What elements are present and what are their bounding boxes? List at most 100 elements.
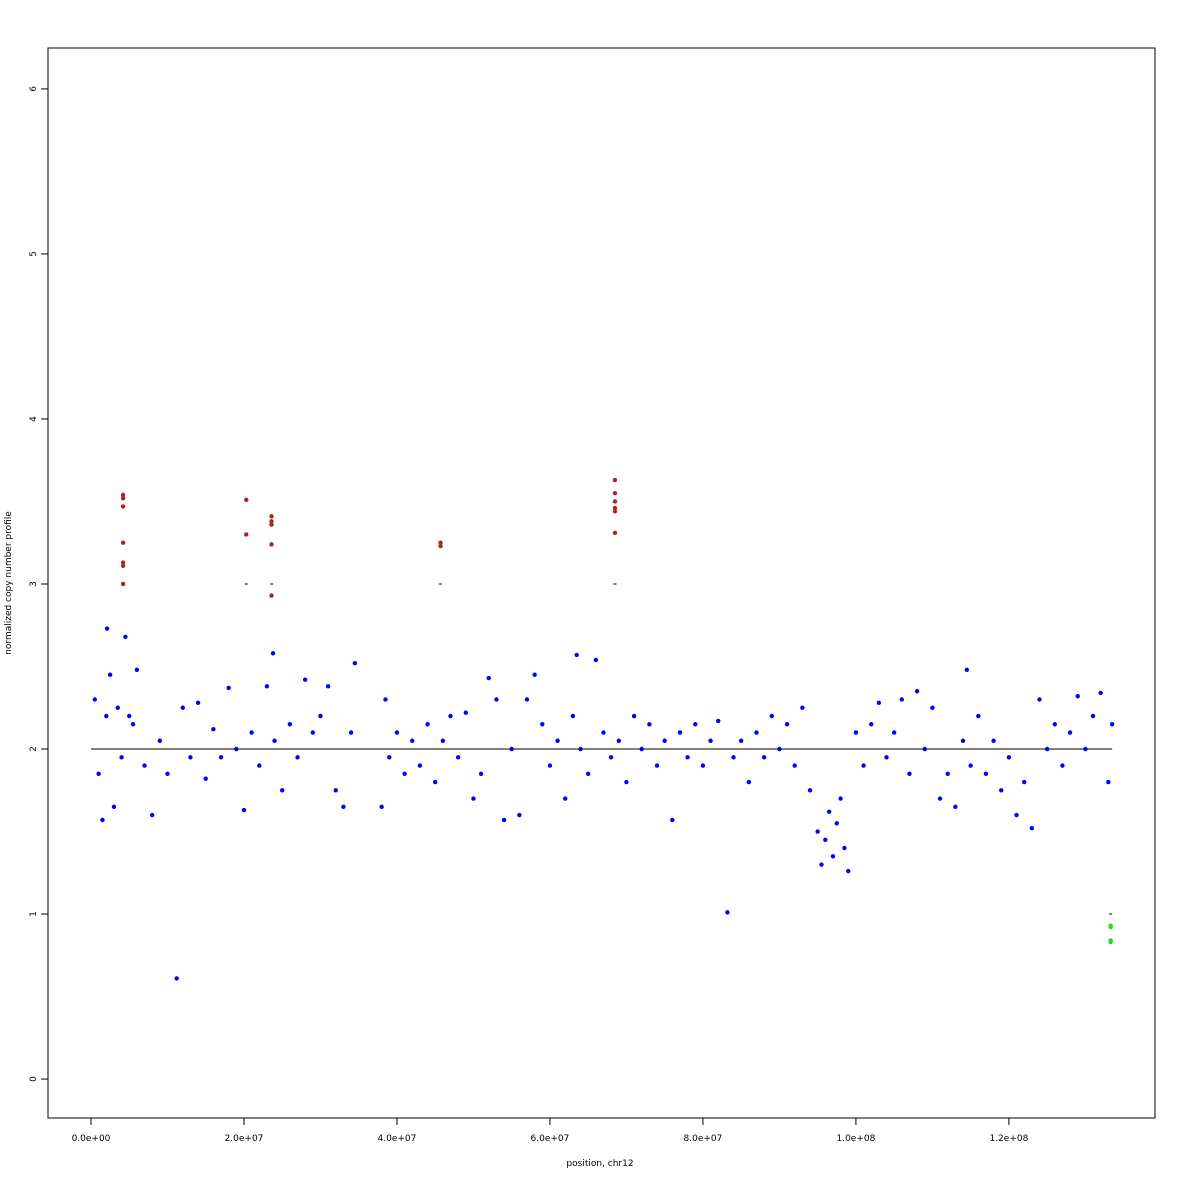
- data-point: [1006, 755, 1012, 760]
- data-point: [211, 727, 216, 732]
- data-point: [494, 697, 499, 702]
- data-point: [1083, 746, 1088, 752]
- data-point: [1060, 763, 1065, 768]
- y-tick-label: 2: [29, 746, 39, 752]
- data-point: [394, 730, 400, 735]
- data-point: [914, 689, 920, 694]
- data-point: [333, 788, 338, 793]
- data-point: [662, 738, 667, 743]
- data-point: [800, 705, 805, 710]
- data-point: [107, 672, 113, 677]
- data-point: [120, 540, 126, 545]
- data-point: [195, 700, 201, 706]
- data-point: [438, 540, 443, 545]
- data-point: [563, 796, 568, 801]
- data-point: [1108, 939, 1113, 945]
- y-tick-label: 6: [29, 86, 39, 92]
- data-point: [120, 563, 126, 569]
- data-point: [234, 746, 239, 752]
- data-point: [120, 492, 126, 498]
- data-point: [165, 771, 170, 776]
- data-point: [188, 755, 193, 760]
- data-point: [807, 788, 813, 793]
- data-point: [960, 738, 966, 743]
- data-point: [593, 657, 599, 663]
- data-point: [272, 738, 277, 743]
- data-point: [203, 776, 208, 781]
- data-point: [1067, 730, 1073, 735]
- data-point: [1029, 826, 1035, 831]
- data-point: [647, 722, 652, 727]
- data-point: [861, 763, 866, 768]
- data-point: [708, 738, 713, 743]
- data-point: [123, 634, 128, 639]
- data-point: [387, 755, 392, 760]
- data-point: [310, 730, 316, 735]
- data-point: [1109, 722, 1115, 727]
- data-point: [149, 812, 155, 818]
- y-tick-label: 1: [29, 911, 39, 917]
- data-point: [341, 804, 346, 809]
- data-point: [532, 672, 537, 677]
- data-point: [654, 763, 660, 768]
- data-point: [269, 522, 274, 527]
- data-point: [930, 705, 935, 710]
- data-point: [104, 626, 110, 631]
- data-point: [983, 771, 989, 776]
- data-point: [440, 738, 446, 743]
- data-point: [1037, 697, 1042, 702]
- data-point: [976, 713, 981, 719]
- data-point: [180, 705, 185, 710]
- data-point: [685, 755, 690, 760]
- data-point: [761, 755, 767, 760]
- data-point: [1098, 690, 1103, 696]
- y-tick-label: 3: [29, 581, 39, 587]
- data-point: [853, 730, 859, 735]
- data-point: [725, 910, 730, 915]
- data-point: [174, 976, 179, 981]
- data-point: [270, 651, 276, 656]
- data-point: [501, 817, 507, 823]
- x-tick-label: 1.0e+08: [836, 1134, 875, 1144]
- data-point: [570, 713, 576, 719]
- data-point: [383, 697, 388, 702]
- data-point: [578, 746, 583, 752]
- data-point: [585, 771, 591, 776]
- data-point: [463, 710, 469, 715]
- y-tick-label: 4: [29, 416, 39, 422]
- data-point: [244, 532, 249, 537]
- y-tick-label: 5: [29, 251, 39, 257]
- data-point: [257, 763, 262, 768]
- data-point: [964, 667, 970, 673]
- x-tick-label: 8.0e+07: [684, 1134, 723, 1144]
- data-point: [869, 722, 874, 727]
- data-point: [1108, 925, 1113, 930]
- data-point: [226, 685, 231, 691]
- data-point: [838, 796, 843, 801]
- data-point: [111, 804, 117, 809]
- data-point: [1014, 812, 1019, 818]
- data-point: [601, 730, 606, 735]
- data-point: [999, 788, 1004, 793]
- data-point: [120, 560, 126, 565]
- data-point: [269, 542, 274, 547]
- data-point: [120, 581, 126, 587]
- data-point: [842, 845, 847, 851]
- data-point: [1044, 746, 1050, 752]
- data-point: [777, 746, 782, 752]
- data-point: [287, 722, 293, 727]
- data-point: [716, 718, 721, 724]
- data-point: [100, 817, 105, 823]
- data-point: [433, 779, 438, 785]
- data-point: [120, 504, 126, 509]
- data-point: [574, 652, 579, 658]
- data-point: [792, 763, 797, 768]
- data-point: [631, 713, 637, 719]
- data-point: [937, 796, 943, 801]
- data-point: [991, 738, 996, 743]
- data-point: [945, 771, 950, 776]
- x-tick-label: 6.0e+07: [531, 1134, 570, 1144]
- data-point: [104, 713, 109, 719]
- data-point: [127, 713, 132, 719]
